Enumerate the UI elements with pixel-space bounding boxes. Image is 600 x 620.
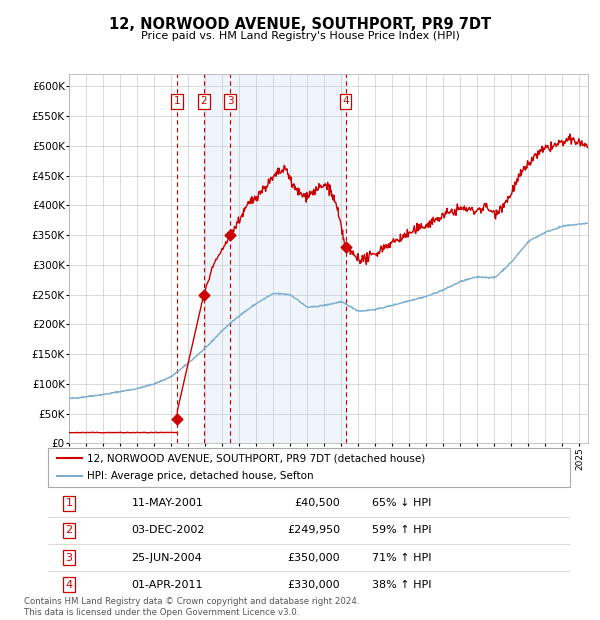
Text: 1: 1: [65, 498, 73, 508]
Point: [341, 242, 350, 252]
Bar: [204, 74, 346, 443]
Text: 1: 1: [174, 96, 181, 106]
Text: 4: 4: [65, 580, 73, 590]
Text: HPI: Average price, detached house, Sefton: HPI: Average price, detached house, Seft…: [87, 471, 314, 481]
Text: Price paid vs. HM Land Registry's House Price Index (HPI): Price paid vs. HM Land Registry's House …: [140, 31, 460, 41]
Text: 12, NORWOOD AVENUE, SOUTHPORT, PR9 7DT: 12, NORWOOD AVENUE, SOUTHPORT, PR9 7DT: [109, 17, 491, 32]
Text: 38% ↑ HPI: 38% ↑ HPI: [371, 580, 431, 590]
Text: 4: 4: [342, 96, 349, 106]
Text: 11-MAY-2001: 11-MAY-2001: [131, 498, 203, 508]
Point: [199, 290, 209, 299]
Point: [172, 414, 182, 424]
Text: 65% ↓ HPI: 65% ↓ HPI: [371, 498, 431, 508]
Text: £350,000: £350,000: [287, 552, 340, 562]
Text: 12, NORWOOD AVENUE, SOUTHPORT, PR9 7DT (detached house): 12, NORWOOD AVENUE, SOUTHPORT, PR9 7DT (…: [87, 453, 425, 463]
Text: 3: 3: [227, 96, 233, 106]
Text: 71% ↑ HPI: 71% ↑ HPI: [371, 552, 431, 562]
Text: 3: 3: [65, 552, 73, 562]
Text: Contains HM Land Registry data © Crown copyright and database right 2024.
This d: Contains HM Land Registry data © Crown c…: [24, 598, 359, 617]
Text: 59% ↑ HPI: 59% ↑ HPI: [371, 526, 431, 536]
Text: £330,000: £330,000: [287, 580, 340, 590]
Point: [226, 230, 235, 240]
Text: £249,950: £249,950: [287, 526, 340, 536]
Text: £40,500: £40,500: [295, 498, 340, 508]
Text: 2: 2: [200, 96, 207, 106]
Text: 01-APR-2011: 01-APR-2011: [131, 580, 203, 590]
Text: 03-DEC-2002: 03-DEC-2002: [131, 526, 205, 536]
FancyBboxPatch shape: [48, 448, 570, 487]
Text: 2: 2: [65, 526, 73, 536]
Text: 25-JUN-2004: 25-JUN-2004: [131, 552, 202, 562]
